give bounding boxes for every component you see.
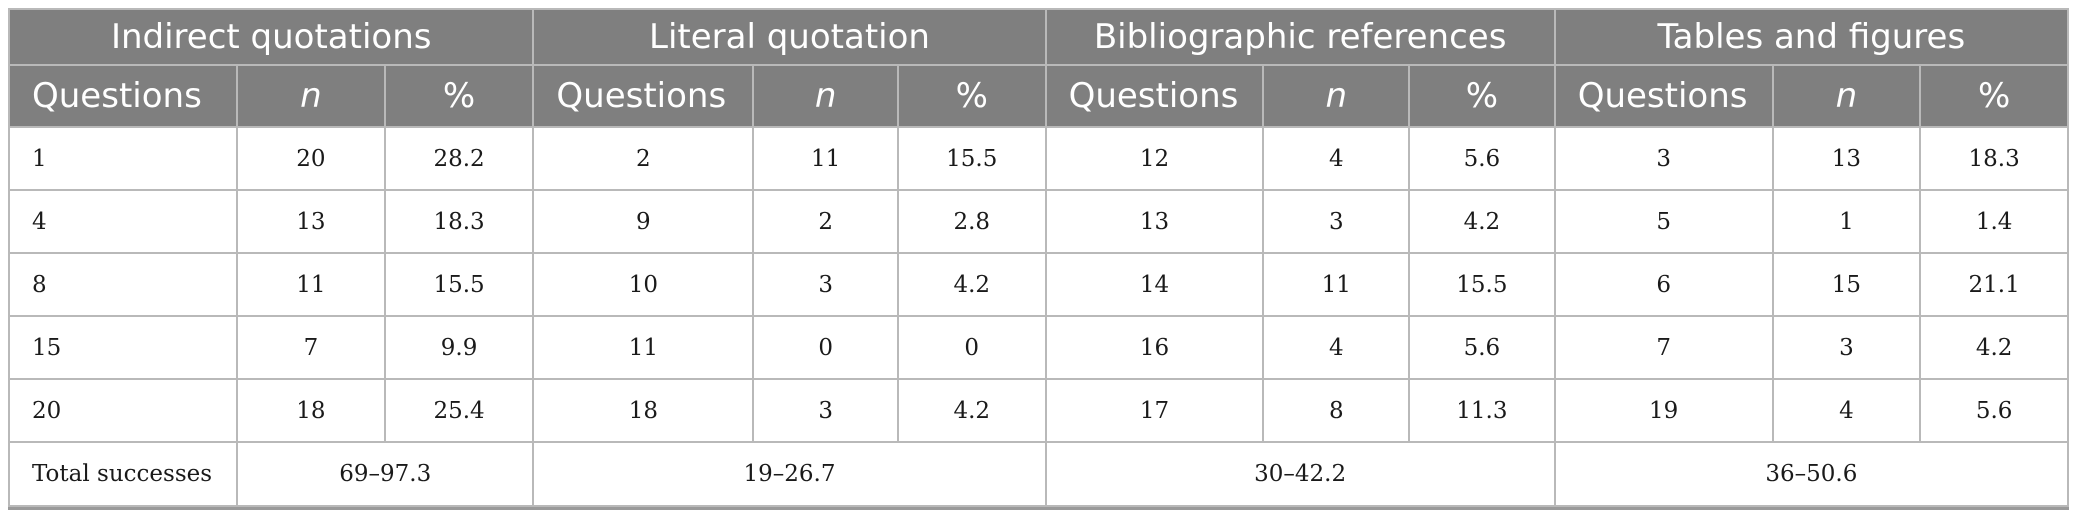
sub-header-questions: Questions (1044, 64, 1265, 128)
table-cell: 4.2 (1408, 189, 1556, 254)
group-header-row: Indirect quotations Literal quotation Bi… (7, 8, 2070, 66)
table-cell: 18.3 (383, 189, 535, 254)
table-cell: 3 (1553, 126, 1774, 191)
table-cell: 15 (1771, 252, 1922, 317)
table-cell: 28.2 (383, 126, 535, 191)
total-indirect-quotations: 69–97.3 (236, 441, 535, 507)
table-cell: 5 (1553, 189, 1774, 254)
table-cell: 18 (532, 378, 755, 443)
table-row: 1 20 28.2 2 11 15.5 12 4 5.6 3 13 18.3 (7, 126, 2069, 191)
table-cell: 20 (7, 378, 239, 443)
table-cell: 3 (752, 252, 899, 317)
results-table-container: Indirect quotations Literal quotation Bi… (7, 8, 2070, 510)
table-row: 4 13 18.3 9 2 2.8 13 3 4.2 5 1 1.4 (7, 189, 2069, 254)
table-row: 8 11 15.5 10 3 4.2 14 11 15.5 6 15 21.1 (7, 252, 2069, 317)
table-cell: 2 (752, 189, 899, 254)
group-header-literal-quotation: Literal quotation (532, 8, 1047, 66)
total-label: Total successes (7, 441, 239, 507)
table-cell: 8 (7, 252, 239, 317)
table-cell: 4.2 (896, 378, 1047, 443)
table-cell: 13 (1044, 189, 1265, 254)
sub-header-percent: % (1408, 64, 1556, 128)
table-header: Indirect quotations Literal quotation Bi… (7, 8, 2070, 128)
table-cell: 16 (1044, 315, 1265, 380)
sub-header-questions: Questions (7, 64, 239, 128)
table-cell: 11 (1262, 252, 1411, 317)
table-cell: 13 (236, 189, 386, 254)
table-cell: 14 (1044, 252, 1265, 317)
table-cell: 11 (236, 252, 386, 317)
sub-header-percent: % (1919, 64, 2069, 128)
table-cell: 17 (1044, 378, 1265, 443)
table-cell: 15.5 (383, 252, 535, 317)
table-cell: 6 (1553, 252, 1774, 317)
table-cell: 11.3 (1408, 378, 1556, 443)
sub-header-n: n (236, 64, 386, 128)
table-row: 20 18 25.4 18 3 4.2 17 8 11.3 19 4 5.6 (7, 378, 2069, 443)
table-cell: 18.3 (1919, 126, 2069, 191)
table-cell: 7 (1553, 315, 1774, 380)
group-header-bibliographic-references: Bibliographic references (1044, 8, 1556, 66)
table-cell: 19 (1553, 378, 1774, 443)
table-cell: 18 (236, 378, 386, 443)
table-cell: 2.8 (896, 189, 1047, 254)
table-cell: 21.1 (1919, 252, 2069, 317)
total-tables-and-figures: 36–50.6 (1553, 441, 2070, 507)
group-header-tables-and-figures: Tables and figures (1553, 8, 2070, 66)
table-cell: 4 (7, 189, 239, 254)
table-cell: 15.5 (1408, 252, 1556, 317)
table-cell: 4.2 (896, 252, 1047, 317)
table-cell: 4 (1262, 126, 1411, 191)
sub-header-questions: Questions (1553, 64, 1774, 128)
table-cell: 5.6 (1408, 126, 1556, 191)
table-cell: 7 (236, 315, 386, 380)
sub-header-percent: % (383, 64, 535, 128)
table-bottom-rule (8, 507, 2069, 510)
table-cell: 8 (1262, 378, 1411, 443)
sub-header-n: n (752, 64, 899, 128)
table-cell: 9.9 (383, 315, 535, 380)
total-bibliographic-references: 30–42.2 (1044, 441, 1556, 507)
table-cell: 11 (532, 315, 755, 380)
table-cell: 0 (896, 315, 1047, 380)
group-header-indirect-quotations: Indirect quotations (7, 8, 535, 66)
table-cell: 15.5 (896, 126, 1047, 191)
table-cell: 25.4 (383, 378, 535, 443)
table-cell: 15 (7, 315, 239, 380)
table-cell: 1.4 (1919, 189, 2069, 254)
table-cell: 3 (1771, 315, 1922, 380)
table-cell: 20 (236, 126, 386, 191)
table-cell: 12 (1044, 126, 1265, 191)
sub-header-row: Questions n % Questions n % Questions n … (7, 64, 2069, 128)
table-cell: 2 (532, 126, 755, 191)
table-cell: 4.2 (1919, 315, 2069, 380)
table-cell: 9 (532, 189, 755, 254)
table-cell: 1 (7, 126, 239, 191)
table-cell: 11 (752, 126, 899, 191)
table-cell: 13 (1771, 126, 1922, 191)
table-cell: 4 (1771, 378, 1922, 443)
table-cell: 5.6 (1919, 378, 2069, 443)
table-cell: 3 (752, 378, 899, 443)
table-row: 15 7 9.9 11 0 0 16 4 5.6 7 3 4.2 (7, 315, 2069, 380)
table-cell: 0 (752, 315, 899, 380)
table-cell: 4 (1262, 315, 1411, 380)
table-body: 1 20 28.2 2 11 15.5 12 4 5.6 3 13 18.3 4… (7, 126, 2070, 507)
sub-header-n: n (1262, 64, 1411, 128)
results-table: Indirect quotations Literal quotation Bi… (7, 8, 2070, 507)
table-cell: 1 (1771, 189, 1922, 254)
total-literal-quotation: 19–26.7 (532, 441, 1047, 507)
table-cell: 5.6 (1408, 315, 1556, 380)
sub-header-percent: % (896, 64, 1047, 128)
table-cell: 10 (532, 252, 755, 317)
table-cell: 3 (1262, 189, 1411, 254)
sub-header-n: n (1771, 64, 1922, 128)
total-row: Total successes 69–97.3 19–26.7 30–42.2 … (7, 441, 2070, 507)
sub-header-questions: Questions (532, 64, 755, 128)
